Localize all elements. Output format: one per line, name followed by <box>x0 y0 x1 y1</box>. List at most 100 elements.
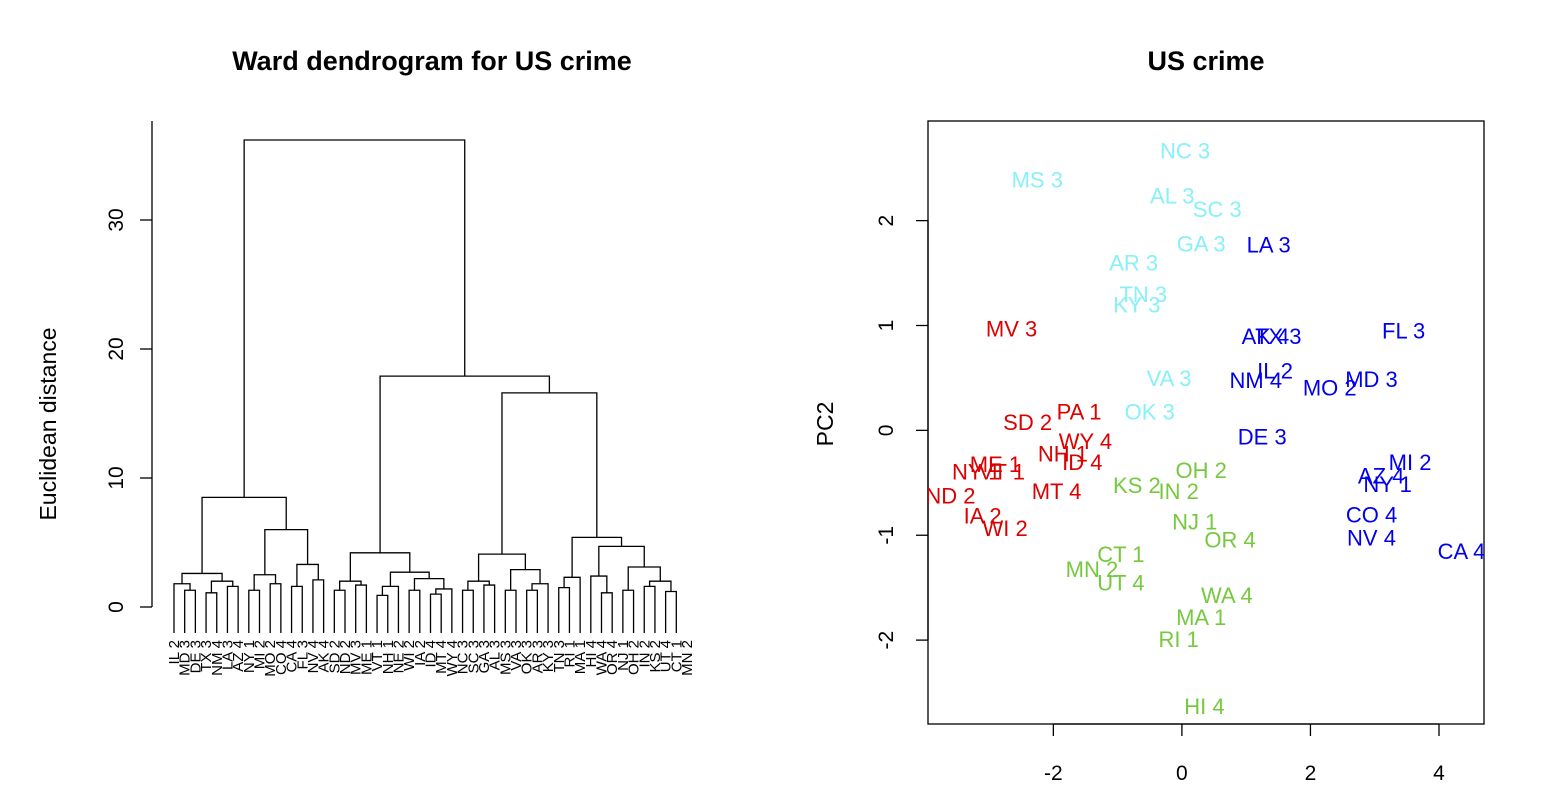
dendrogram-leaf-label: NV 4 <box>305 640 322 673</box>
dendrogram-leaf-label: WI 2 <box>401 640 418 671</box>
scatter-point-label: VT 1 <box>979 459 1025 484</box>
dendrogram-y-tick-label: 0 <box>105 601 128 613</box>
dendrogram-leaf-label: OR 4 <box>604 640 621 675</box>
scatter-point-label: IL 2 <box>1257 359 1293 384</box>
dendrogram-leaf-label: VT 1 <box>369 640 386 671</box>
dendrogram-leaf-label: OH 2 <box>626 640 643 675</box>
scatter-x-tick-label: 4 <box>1433 762 1445 785</box>
scatter-point-label: WI 2 <box>983 516 1028 541</box>
dendrogram-leaf-label: AL 3 <box>487 640 504 670</box>
scatter-y-tick-label: 2 <box>875 215 898 227</box>
dendrogram-leaf-label: AR 3 <box>529 640 546 673</box>
scatter-x-tick-label: -2 <box>1044 762 1063 785</box>
scatter-point-label: NV 4 <box>1347 525 1396 550</box>
dendrogram-branch <box>477 553 527 582</box>
scatter-point-label: MO 2 <box>1303 375 1357 400</box>
scatter-point-label: NJ 1 <box>1172 510 1217 535</box>
dendrogram-branch <box>598 545 645 577</box>
dendrogram-leaf-label: MD 3 <box>177 640 194 676</box>
dendrogram-branch <box>184 589 197 633</box>
dendrogram-branch <box>429 593 442 633</box>
scatter-point-label: VA 3 <box>1147 366 1192 391</box>
dendrogram-leaf-label: AK 4 <box>316 640 333 673</box>
dendrogram-branch <box>590 575 608 633</box>
scatter-point-label: AR 3 <box>1109 251 1158 276</box>
dendrogram-branch <box>461 589 474 633</box>
scatter-point-label: MN 2 <box>1066 557 1119 582</box>
scatter-point-label: OR 4 <box>1204 527 1255 552</box>
dendrogram-branch <box>483 584 496 633</box>
dendrogram-branch <box>253 574 277 591</box>
dendrogram-leaf-label: IN 2 <box>636 640 653 668</box>
dendrogram-branch <box>600 592 613 633</box>
dendrogram-branch <box>571 536 623 578</box>
scatter-panel: US crime PC2 -2 0 2 4 -2 -1 0 1 2 NC 3 MS 3 AL 3SC… <box>812 46 1485 785</box>
scatter-point-label: PA 1 <box>1057 399 1102 424</box>
scatter-point-label: CA 4 <box>1438 539 1486 564</box>
dendrogram-leaf-label: IL 2 <box>166 640 183 664</box>
scatter-point-label: CT 1 <box>1097 542 1144 567</box>
scatter-point-label: AL 3 <box>1150 183 1194 208</box>
dendrogram-branch <box>312 579 325 633</box>
scatter-y-tick-label: 1 <box>875 320 898 332</box>
dendrogram-y-tick-label: 20 <box>105 337 128 360</box>
scatter-point-label: CO 4 <box>1346 502 1397 527</box>
dendrogram-leaf-label: MI 2 <box>252 640 269 669</box>
scatter-y-tick-label: -1 <box>875 526 898 545</box>
dendrogram-leaf-label: MA 1 <box>572 640 589 674</box>
dendrogram-branch <box>435 588 453 633</box>
scatter-point-label: MS 3 <box>1012 168 1063 193</box>
scatter-x-axis: -2 0 2 4 <box>1044 723 1445 785</box>
dendrogram-leaf-label: ID 4 <box>423 640 440 668</box>
scatter-point-label: KY 3 <box>1113 293 1160 318</box>
dendrogram-branch <box>558 587 571 633</box>
scatter-point-label: NM 4 <box>1230 368 1283 393</box>
dendrogram-branch <box>226 585 239 633</box>
dendrogram-branch <box>269 583 282 633</box>
dendrogram-branch <box>563 576 581 633</box>
scatter-point-label: NY 1 <box>1363 472 1412 497</box>
scatter-point-label: ME 1 <box>970 452 1021 477</box>
dendrogram-leaf-label: MO 2 <box>262 640 279 677</box>
dendrogram-y-axis-label: Euclidean distance <box>35 327 61 520</box>
dendrogram-branch <box>622 589 635 633</box>
dendrogram-leaf-label: HI 4 <box>583 640 600 668</box>
scatter-point-label: SD 2 <box>1003 410 1052 435</box>
dendrogram-branch <box>376 594 389 633</box>
dendrogram-panel: Ward dendrogram for US crime Euclidean d… <box>35 46 696 677</box>
dendrogram-title: Ward dendrogram for US crime <box>232 46 632 76</box>
dendrogram-branch <box>248 589 261 633</box>
dendrogram-branch <box>664 590 677 633</box>
dendrogram-branch <box>643 585 656 633</box>
scatter-point-label: MD 3 <box>1345 367 1398 392</box>
scatter-point-label: MI 2 <box>1389 450 1432 475</box>
dendrogram-leaf-label: MV 3 <box>348 640 365 675</box>
dendrogram-branch <box>296 563 319 587</box>
dendrogram-leaf-label: NJ 1 <box>615 640 632 671</box>
dendrogram-branch <box>349 552 411 582</box>
dendrogram-y-tick-label: 10 <box>105 466 128 489</box>
dendrogram-leaf-label: VA 3 <box>508 640 525 671</box>
dendrogram-leaf-label: WA 4 <box>594 640 611 675</box>
scatter-point-label: KS 2 <box>1113 473 1161 498</box>
dendrogram-branch <box>243 139 466 498</box>
scatter-point-label: TN 3 <box>1119 282 1167 307</box>
scatter-point-label: NY 1 <box>952 459 1001 484</box>
dendrogram-leaf-label: CA 4 <box>284 640 301 673</box>
dendrogram-leaf-label: NY 1 <box>241 640 258 673</box>
dendrogram-leaf-label: CO 4 <box>273 640 290 675</box>
dendrogram-leaf-label: NC 3 <box>455 640 472 674</box>
dendrogram-leaf-label: IA 2 <box>412 640 429 666</box>
dendrogram-leaf-label: OK 3 <box>519 640 536 674</box>
scatter-point-label: IN 2 <box>1159 479 1199 504</box>
dendrogram-leaf-label: ND 2 <box>337 640 354 674</box>
dendrogram-branch <box>201 496 287 574</box>
dendrogram-branch <box>333 589 346 633</box>
scatter-axes: -2 0 2 4 -2 -1 0 1 2 <box>875 215 1445 785</box>
scatter-y-axis-label: PC2 <box>812 402 838 447</box>
dendrogram-branch <box>504 589 517 633</box>
dendrogram-leaf-labels: IL 2MD 3DE 3TX 3NM 4LA 3AZ 4NY 1MI 2MO 2… <box>166 640 696 677</box>
dendrogram-leaf-label: MN 2 <box>679 640 696 676</box>
scatter-point-labels: NC 3 MS 3 AL 3SC 3 GA 3 LA 3 AR 3 TN 3KY 3 MV 3… <box>928 138 1486 719</box>
scatter-point-label: WA 4 <box>1201 583 1253 608</box>
